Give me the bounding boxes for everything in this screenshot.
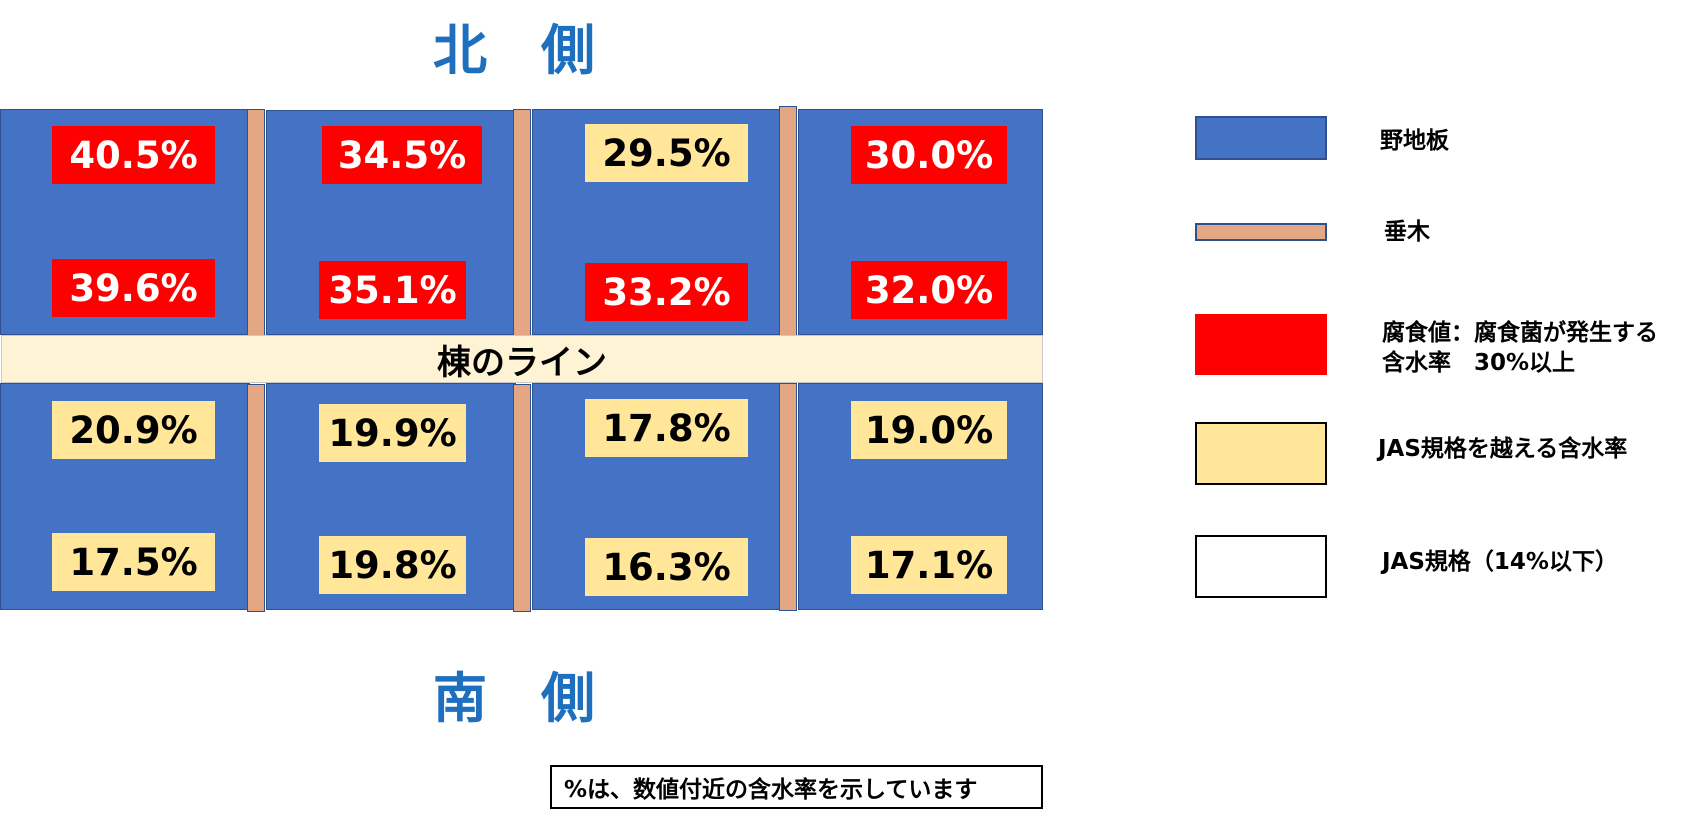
legend-text-board: 野地板 — [1380, 128, 1449, 154]
moisture-label: 29.5% — [585, 124, 748, 182]
note-text: %は、数値付近の含水率を示しています — [564, 777, 978, 803]
legend-text-decay: 腐食値：腐食菌が発生する 含水率 30%以上 — [1382, 320, 1658, 376]
moisture-label: 19.8% — [319, 536, 466, 594]
legend-swatch-rafter — [1195, 223, 1327, 241]
moisture-label: 32.0% — [851, 261, 1007, 319]
legend-swatch-decay — [1195, 314, 1327, 375]
rafter — [247, 384, 265, 612]
moisture-label: 40.5% — [52, 126, 215, 184]
note-box: %は、数値付近の含水率を示しています — [550, 765, 1043, 809]
north-side-title: 北 側 — [433, 19, 595, 82]
ridge-line: 棟のライン — [1, 335, 1043, 383]
legend-text-over-jas: JAS規格を越える含水率 — [1378, 436, 1628, 462]
moisture-label: 35.1% — [319, 261, 466, 319]
moisture-label: 17.1% — [851, 536, 1007, 594]
rafter — [779, 383, 797, 611]
rafter — [513, 384, 531, 612]
rafter — [513, 109, 531, 336]
moisture-label: 39.6% — [52, 259, 215, 317]
moisture-label: 16.3% — [585, 538, 748, 596]
legend-swatch-board — [1195, 116, 1327, 160]
legend-swatch-over-jas — [1195, 422, 1327, 485]
moisture-label: 30.0% — [851, 126, 1007, 184]
legend-text-within-jas: JAS規格（14%以下） — [1382, 549, 1618, 575]
ridge-line-label: 棟のライン — [437, 342, 607, 383]
moisture-label: 34.5% — [322, 126, 482, 184]
moisture-label: 20.9% — [52, 401, 215, 459]
moisture-label: 19.0% — [851, 401, 1007, 459]
moisture-label: 19.9% — [319, 404, 466, 462]
legend-swatch-within-jas — [1195, 535, 1327, 598]
rafter — [779, 106, 797, 336]
moisture-label: 17.8% — [585, 399, 748, 457]
rafter — [247, 109, 265, 336]
moisture-label: 17.5% — [52, 533, 215, 591]
legend-text-rafter: 垂木 — [1384, 219, 1430, 245]
south-side-title: 南 側 — [433, 667, 595, 730]
moisture-label: 33.2% — [585, 263, 748, 321]
